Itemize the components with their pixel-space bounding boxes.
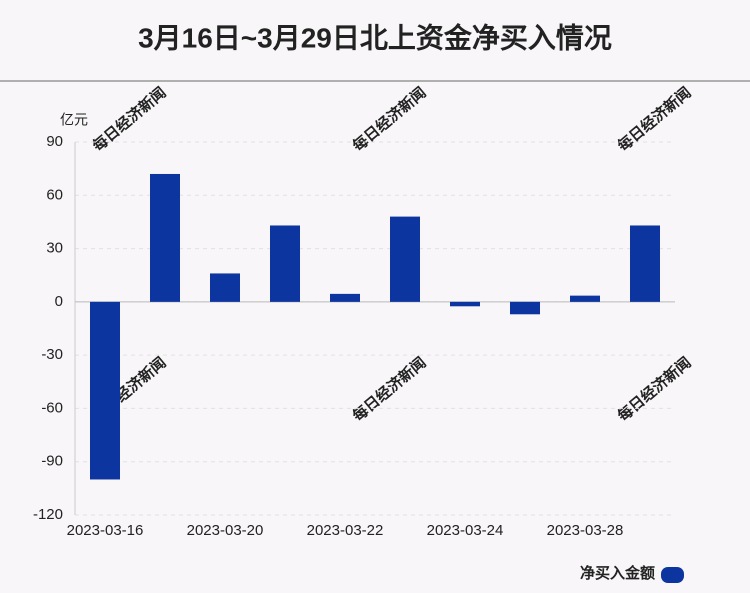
bar: [210, 273, 240, 302]
y-tick-label: 0: [55, 293, 63, 310]
bar: [330, 293, 360, 302]
bar: [270, 225, 300, 302]
y-tick-label: -120: [33, 506, 63, 523]
y-tick-label: -30: [41, 346, 63, 363]
bar: [90, 301, 120, 480]
bar: [150, 173, 180, 302]
x-tick-label: 2023-03-28: [547, 522, 624, 539]
y-tick-label: 60: [46, 186, 63, 203]
legend-swatch: [661, 567, 684, 583]
y-tick-label: -90: [41, 453, 63, 470]
x-tick-label: 2023-03-20: [187, 522, 264, 539]
chart-title: 3月16日~3月29日北上资金净买入情况: [138, 21, 612, 53]
y-tick-label: 90: [46, 133, 63, 150]
bar: [570, 295, 600, 302]
x-tick-label: 2023-03-22: [307, 522, 384, 539]
bar: [510, 301, 540, 315]
y-unit: 亿元: [60, 112, 88, 128]
y-tick-label: 30: [46, 240, 63, 257]
bar: [450, 301, 480, 307]
y-tick-label: -60: [41, 399, 63, 416]
legend-label: 净买入金额: [580, 564, 655, 582]
x-tick-label: 2023-03-16: [67, 522, 144, 539]
x-tick-label: 2023-03-24: [427, 522, 504, 539]
bar: [630, 225, 660, 302]
bar: [390, 216, 420, 302]
